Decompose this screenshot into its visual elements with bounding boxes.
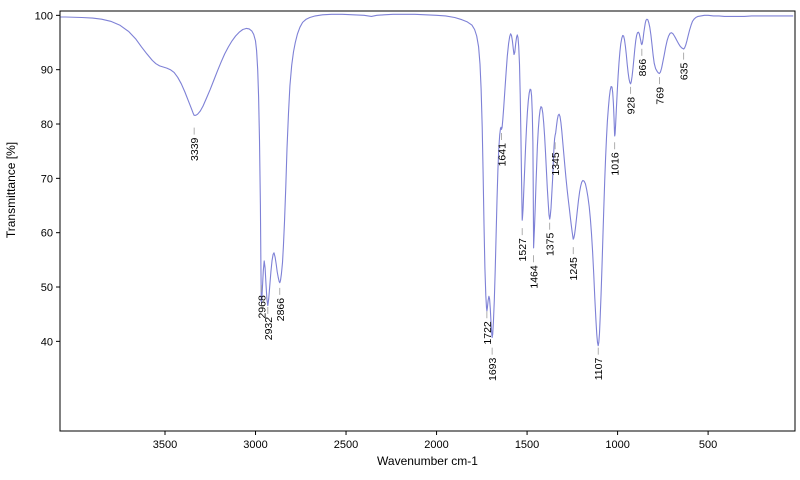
y-tick-label: 60: [41, 228, 53, 240]
x-tick-label: 2500: [334, 439, 358, 451]
x-tick-label: 3500: [153, 439, 177, 451]
spectrum-line: [60, 13, 794, 347]
x-tick-label: 2000: [424, 439, 448, 451]
y-tick-label: 90: [41, 65, 53, 77]
x-tick-label: 3000: [243, 439, 267, 451]
y-tick-label: 50: [41, 282, 53, 294]
peak-label: 1375: [545, 233, 557, 257]
y-tick-label: 70: [41, 173, 53, 185]
peak-label: 1527: [517, 238, 529, 262]
peak-label: 1693: [487, 357, 499, 381]
peak-label: 928: [626, 97, 638, 115]
peak-label: 2968: [256, 295, 268, 319]
x-tick-label: 1500: [515, 439, 539, 451]
peak-label: 2866: [275, 298, 287, 322]
peak-label: 1345: [550, 152, 562, 176]
x-tick-label: 1000: [605, 439, 629, 451]
peak-label: 2932: [263, 317, 275, 341]
y-tick-label: 40: [41, 336, 53, 348]
peak-label: 769: [654, 87, 666, 105]
x-tick-label: 500: [699, 439, 717, 451]
x-axis-title: Wavenumber cm-1: [377, 454, 478, 468]
peak-label: 866: [637, 59, 649, 77]
peak-label: 3339: [189, 137, 201, 161]
peak-label: 1722: [482, 321, 494, 345]
y-tick-label: 80: [41, 119, 53, 131]
peak-label: 635: [679, 62, 691, 80]
y-axis-title: Transmittance [%]: [4, 141, 18, 239]
y-tick-label: 100: [35, 10, 53, 22]
peak-label: 1641: [497, 143, 509, 167]
plot-frame: [59, 10, 796, 432]
peak-label: 1107: [593, 358, 605, 381]
peak-label: 1245: [568, 257, 580, 281]
peak-label: 1464: [529, 265, 541, 289]
peak-label: 1016: [610, 152, 622, 176]
